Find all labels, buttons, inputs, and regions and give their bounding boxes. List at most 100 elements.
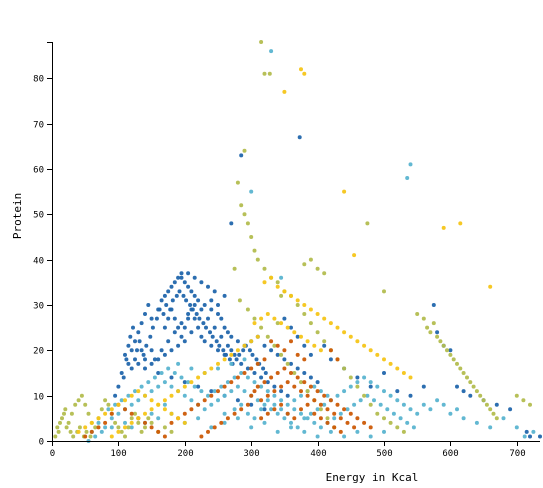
data-point: [169, 375, 174, 380]
data-point: [116, 425, 121, 430]
data-point: [441, 225, 446, 230]
data-point: [252, 321, 257, 326]
data-point: [60, 416, 64, 421]
data-point: [84, 429, 89, 434]
data-point: [279, 389, 284, 394]
data-point: [229, 221, 234, 226]
data-point: [262, 71, 267, 76]
data-point: [269, 407, 274, 412]
data-point: [146, 303, 151, 307]
data-point: [358, 398, 363, 403]
data-point: [206, 429, 210, 434]
data-point: [378, 402, 383, 407]
data-point: [308, 321, 313, 326]
data-point: [455, 361, 459, 366]
data-point: [395, 425, 400, 430]
data-point: [245, 307, 250, 312]
x-tick-label: 400: [310, 449, 326, 459]
data-point: [157, 307, 162, 312]
data-point: [149, 348, 154, 353]
data-point: [275, 411, 280, 416]
data-point: [214, 339, 219, 344]
data-point: [227, 357, 232, 362]
data-point: [335, 325, 340, 330]
data-point: [202, 407, 207, 412]
data-point: [302, 312, 307, 316]
data-point: [136, 330, 141, 335]
data-point: [232, 411, 237, 416]
data-point: [149, 389, 154, 394]
data-point: [471, 384, 476, 389]
data-point: [285, 411, 290, 416]
data-point: [79, 393, 84, 398]
data-point: [139, 429, 144, 434]
data-point: [275, 429, 280, 434]
data-point: [385, 407, 390, 412]
data-point: [212, 389, 217, 394]
data-point: [89, 420, 94, 425]
x-tick-label: 100: [110, 449, 126, 459]
data-point: [150, 325, 155, 330]
data-point: [126, 343, 131, 348]
y-axis: 0 10 20 30 40 50 60 70 80: [33, 42, 53, 448]
data-point: [468, 380, 473, 385]
data-point: [531, 429, 536, 434]
data-point: [279, 384, 284, 389]
data-point: [279, 398, 284, 403]
data-point: [352, 402, 357, 407]
x-tick-label: 700: [509, 449, 525, 459]
data-point: [58, 420, 62, 425]
data-point: [219, 334, 224, 339]
data-point: [119, 398, 124, 403]
data-point: [302, 343, 307, 348]
data-point: [289, 339, 293, 344]
data-point: [421, 402, 426, 407]
data-point: [222, 293, 227, 298]
data-point: [395, 389, 400, 394]
data-point: [295, 425, 300, 430]
data-point: [186, 284, 191, 289]
data-point: [172, 330, 177, 335]
data-point: [174, 293, 179, 298]
data-point: [216, 398, 220, 403]
data-point: [372, 398, 376, 403]
data-point: [124, 357, 129, 362]
data-point: [212, 325, 217, 330]
data-point: [302, 429, 307, 434]
data-point: [222, 325, 227, 330]
data-point: [252, 371, 257, 375]
data-point: [262, 420, 267, 425]
data-point: [275, 371, 280, 375]
data-point: [189, 407, 194, 412]
data-point: [259, 384, 264, 389]
data-point: [285, 325, 290, 330]
data-point: [162, 380, 167, 385]
data-point: [242, 148, 247, 153]
data-point: [186, 312, 191, 316]
data-point: [265, 398, 270, 403]
data-point: [196, 298, 201, 303]
data-point: [152, 357, 157, 362]
data-point: [170, 298, 175, 303]
data-point: [269, 275, 274, 280]
data-point: [299, 411, 303, 416]
data-point: [77, 425, 82, 430]
data-point: [216, 348, 220, 353]
data-point: [315, 330, 320, 335]
data-point: [121, 375, 126, 380]
data-point: [325, 420, 330, 425]
data-point: [269, 339, 274, 344]
data-point: [149, 361, 154, 366]
data-point: [222, 411, 227, 416]
data-point: [315, 389, 320, 394]
data-point: [156, 357, 161, 362]
data-point: [308, 411, 313, 416]
data-point: [299, 334, 303, 339]
data-point: [355, 339, 360, 344]
data-point: [222, 384, 227, 389]
y-tick-label: 30: [33, 302, 44, 312]
data-point: [179, 375, 184, 380]
data-point: [156, 402, 161, 407]
data-point: [431, 303, 436, 307]
data-point: [237, 352, 242, 357]
